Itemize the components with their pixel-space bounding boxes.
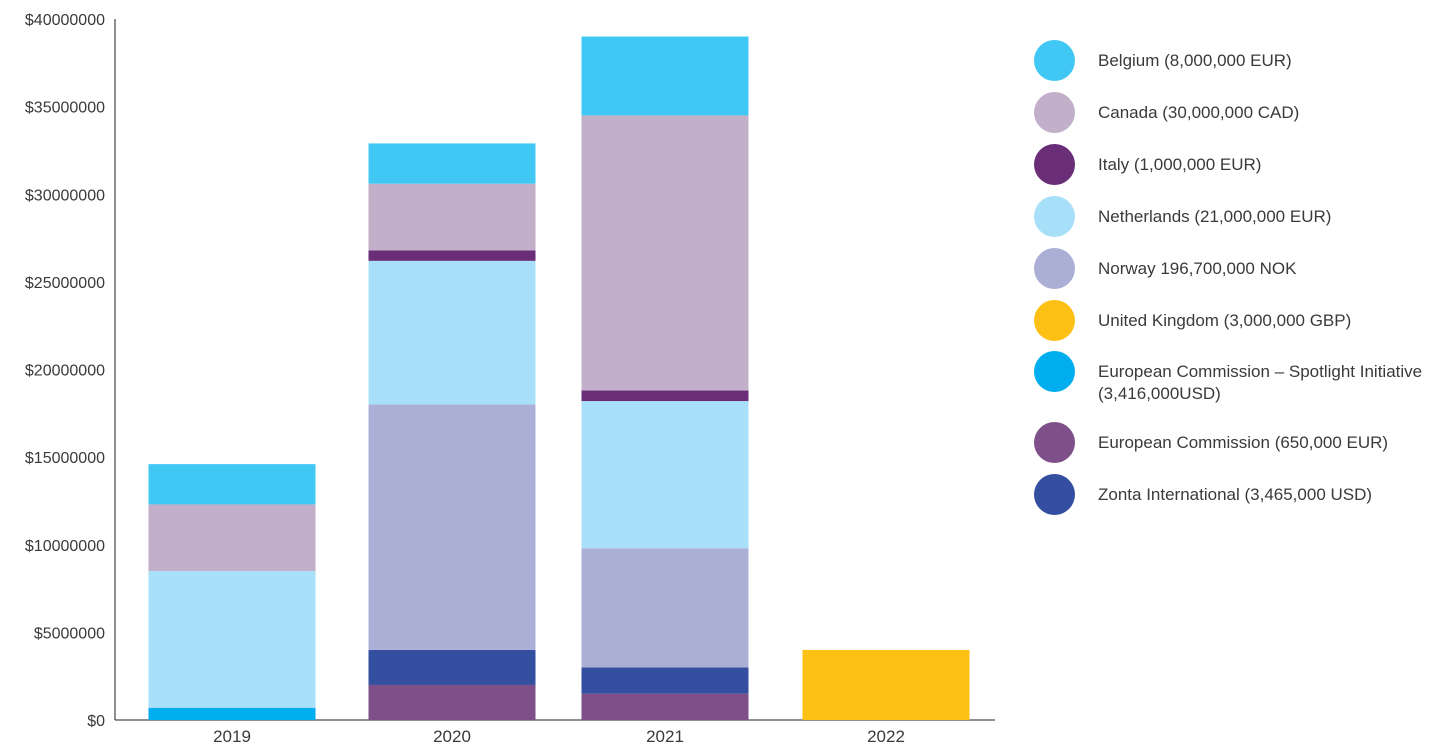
bars [148,36,970,720]
legend-item: Italy (1,000,000 EUR) [1034,144,1443,185]
y-tick-label: $15000000 [25,450,105,467]
legend-swatch [1034,196,1075,237]
y-tick-label: $5000000 [34,625,105,642]
bar-segment [802,649,970,720]
legend-swatch [1034,144,1075,185]
y-tick-label: $35000000 [25,100,105,117]
legend-swatch [1034,351,1075,392]
y-axis: $0 $5000000 $10000000 $15000000 $20000000 $25… [25,12,116,730]
legend-label: Zonta International (3,465,000 USD) [1098,485,1373,504]
bar-segment [581,693,749,720]
legend-item: Netherlands (21,000,000 EUR) [1034,196,1443,237]
bar-segment [368,183,536,251]
y-tick-label: $25000000 [25,275,105,292]
x-axis: 2019 2020 2021 2022 [115,719,995,746]
legend-label: Italy (1,000,000 EUR) [1098,155,1262,174]
y-tick-label: $30000000 [25,187,105,204]
legend-item: United Kingdom (3,000,000 GBP) [1034,300,1443,341]
bar-segment [581,36,749,116]
legend-label: European Commission – Spotlight Initiati… [1098,362,1423,403]
y-tick-label: $10000000 [25,538,105,555]
legend-swatch [1034,422,1075,463]
stacked-bar-chart: $0 $5000000 $10000000 $15000000 $20000000 $25… [25,12,995,746]
bar-segment [581,115,749,391]
legend-label: Netherlands (21,000,000 EUR) [1098,207,1332,226]
bar-segment [148,464,316,505]
bar-segment [368,260,536,405]
bar-segment [581,667,749,694]
legend-label: United Kingdom (3,000,000 GBP) [1098,311,1352,330]
legend-swatch [1034,474,1075,515]
legend-label: Norway 196,700,000 NOK [1098,259,1297,278]
legend-item: European Commission – Spotlight Initiati… [1034,351,1443,405]
legend-swatch [1034,248,1075,289]
bar-segment [581,401,749,549]
y-tick-label: $40000000 [25,12,105,29]
bar-segment [368,404,536,650]
bar-segment [581,548,749,668]
y-tick-label: $20000000 [25,363,105,380]
bar-segment [368,250,536,261]
x-tick-label: 2020 [433,727,471,746]
bar-segment [148,504,316,572]
bar-segment [368,649,536,685]
x-tick-label: 2021 [646,727,684,746]
x-tick-label: 2022 [867,727,905,746]
bar-segment [581,390,749,402]
bar-segment [148,571,316,708]
legend-item: European Commission (650,000 EUR) [1034,422,1443,463]
bar-segment [368,143,536,184]
legend-item: Canada (30,000,000 CAD) [1034,92,1443,133]
x-tick-label: 2019 [213,727,251,746]
legend-label: Canada (30,000,000 CAD) [1098,103,1300,122]
legend-item: Belgium (8,000,000 EUR) [1034,40,1443,81]
legend-swatch [1034,40,1075,81]
legend-label: European Commission (650,000 EUR) [1098,433,1389,452]
bar-segment [368,684,536,720]
y-tick-label: $0 [87,713,105,730]
legend-swatch [1034,300,1075,341]
legend-item: Norway 196,700,000 NOK [1034,248,1443,289]
legend-label: Belgium (8,000,000 EUR) [1098,51,1292,70]
bar-segment [148,707,316,720]
legend-swatch [1034,92,1075,133]
legend-item: Zonta International (3,465,000 USD) [1034,474,1443,515]
